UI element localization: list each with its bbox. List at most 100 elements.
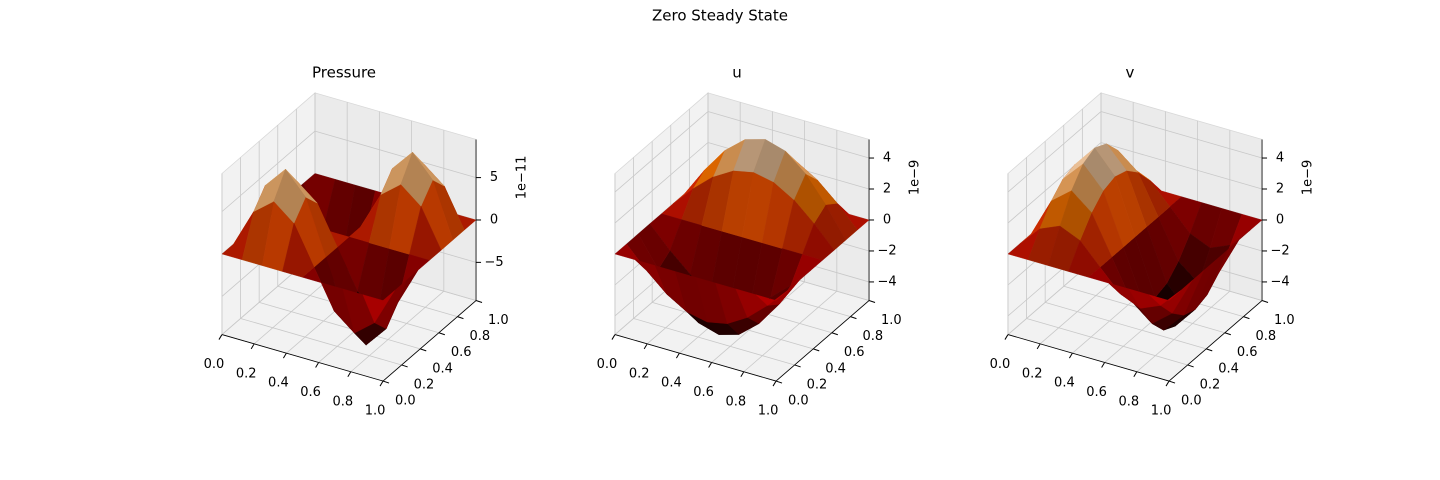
x-tick-label: 0.2: [1022, 366, 1043, 381]
x-axis-line: [614, 334, 777, 382]
grid-line: [1026, 318, 1188, 366]
y-axis-line: [775, 300, 870, 382]
surface-patch: [1148, 290, 1181, 306]
grid-line: [1136, 290, 1231, 373]
y-tick: [438, 332, 445, 336]
x-axis-line: [221, 334, 384, 382]
y-tick: [813, 348, 820, 352]
grid-line: [1100, 142, 1263, 190]
x-tick-label: 0.4: [268, 376, 289, 391]
y-tick-label: 1.0: [881, 313, 902, 328]
grid-line: [221, 130, 316, 212]
y-tick-label: 0.6: [451, 345, 472, 360]
x-tick-label: 0.4: [661, 376, 682, 391]
z-tick-label: 0: [883, 212, 891, 227]
z-tick-label: 2: [1276, 182, 1284, 197]
surface-patch: [400, 151, 433, 207]
x-tick-label: 0.8: [1118, 394, 1139, 409]
y-tick: [794, 364, 801, 368]
x-tick: [1004, 334, 1009, 340]
x-tick: [1165, 380, 1170, 387]
x-tick: [1036, 343, 1041, 350]
z-tick-label: −5: [484, 255, 503, 270]
y-tick: [775, 380, 783, 384]
x-tick-label: 0.4: [1054, 376, 1075, 391]
surface-patch: [755, 290, 788, 306]
y-tick: [1224, 332, 1231, 336]
y-tick-label: 0.4: [1218, 361, 1239, 376]
axes-3d: 0.00.20.40.60.81.00.00.20.40.60.81.0−505…: [204, 64, 530, 419]
grid-line: [633, 318, 795, 366]
x-tick-label: 0.8: [725, 394, 746, 409]
y-tick-label: 0.8: [862, 329, 883, 344]
x-tick: [282, 352, 287, 359]
z-tick-label: 0: [490, 212, 498, 227]
surface-patch: [773, 150, 806, 201]
x-tick-label: 0.0: [204, 357, 225, 372]
y-tick-label: 0.6: [844, 345, 865, 360]
z-tick-label: 2: [883, 182, 891, 197]
y-tick-label: 0.4: [825, 361, 846, 376]
y-tick: [1243, 316, 1250, 320]
x-tick-label: 1.0: [758, 404, 779, 419]
x-tick: [347, 371, 352, 378]
x-tick-label: 0.8: [332, 394, 353, 409]
grid-line: [350, 290, 445, 373]
x-tick-label: 0.6: [693, 385, 714, 400]
x-tick: [250, 343, 255, 350]
x-tick: [379, 380, 384, 387]
x-tick-label: 1.0: [365, 404, 386, 419]
y-tick-label: 0.0: [788, 394, 809, 409]
surface-patch: [273, 168, 306, 224]
axes-title: u: [732, 64, 742, 82]
grid-line: [743, 290, 838, 373]
axes-title: v: [1126, 64, 1135, 82]
grid-line: [314, 130, 477, 178]
x-tick: [740, 371, 745, 378]
x-tick-label: 0.0: [990, 357, 1011, 372]
y-tick: [868, 300, 876, 303]
x-tick-label: 1.0: [1151, 404, 1172, 419]
grid-line: [240, 318, 402, 366]
z-tick-label: 0: [1276, 212, 1284, 227]
figure-title: Zero Steady State: [652, 7, 788, 25]
axes-3d: 0.00.20.40.60.81.00.00.20.40.60.81.0−4−2…: [990, 64, 1316, 419]
x-tick: [772, 380, 777, 387]
y-tick-label: 0.8: [1255, 329, 1276, 344]
x-tick: [1068, 352, 1073, 359]
grid-line: [1007, 111, 1102, 193]
y-tick-label: 0.0: [395, 394, 416, 409]
z-offset-label: 1e−11: [515, 156, 530, 200]
z-tick-label: 4: [883, 151, 891, 166]
y-tick: [1187, 364, 1194, 368]
x-tick: [643, 343, 648, 350]
z-offset-label: 1e−9: [908, 160, 923, 195]
y-tick: [457, 316, 464, 320]
z-tick-label: −2: [1270, 243, 1289, 258]
z-tick-label: −2: [877, 243, 896, 258]
z-tick-label: 4: [1276, 151, 1284, 166]
z-tick-label: −4: [1270, 274, 1289, 289]
y-tick-label: 0.2: [1200, 377, 1221, 392]
grid-line: [1045, 301, 1207, 350]
x-axis-line: [1007, 334, 1170, 382]
surface-patch: [362, 290, 395, 324]
grid-line: [259, 301, 421, 350]
y-tick-label: 0.4: [432, 361, 453, 376]
x-tick: [708, 362, 713, 368]
y-tick: [1261, 300, 1269, 303]
y-tick: [1206, 348, 1213, 352]
x-tick: [1133, 371, 1138, 378]
grid-line: [707, 111, 870, 159]
y-tick: [401, 364, 408, 368]
surface-patch: [282, 222, 315, 278]
z-offset-label: 1e−9: [1301, 160, 1316, 195]
x-tick-label: 0.2: [629, 366, 650, 381]
y-tick: [850, 316, 857, 320]
y-tick-label: 1.0: [1274, 313, 1295, 328]
y-tick-label: 0.8: [469, 329, 490, 344]
x-tick: [611, 334, 616, 340]
x-tick: [675, 352, 680, 359]
axes-3d: 0.00.20.40.60.81.00.00.20.40.60.81.0−4−2…: [597, 64, 923, 419]
x-tick-label: 0.2: [236, 366, 257, 381]
